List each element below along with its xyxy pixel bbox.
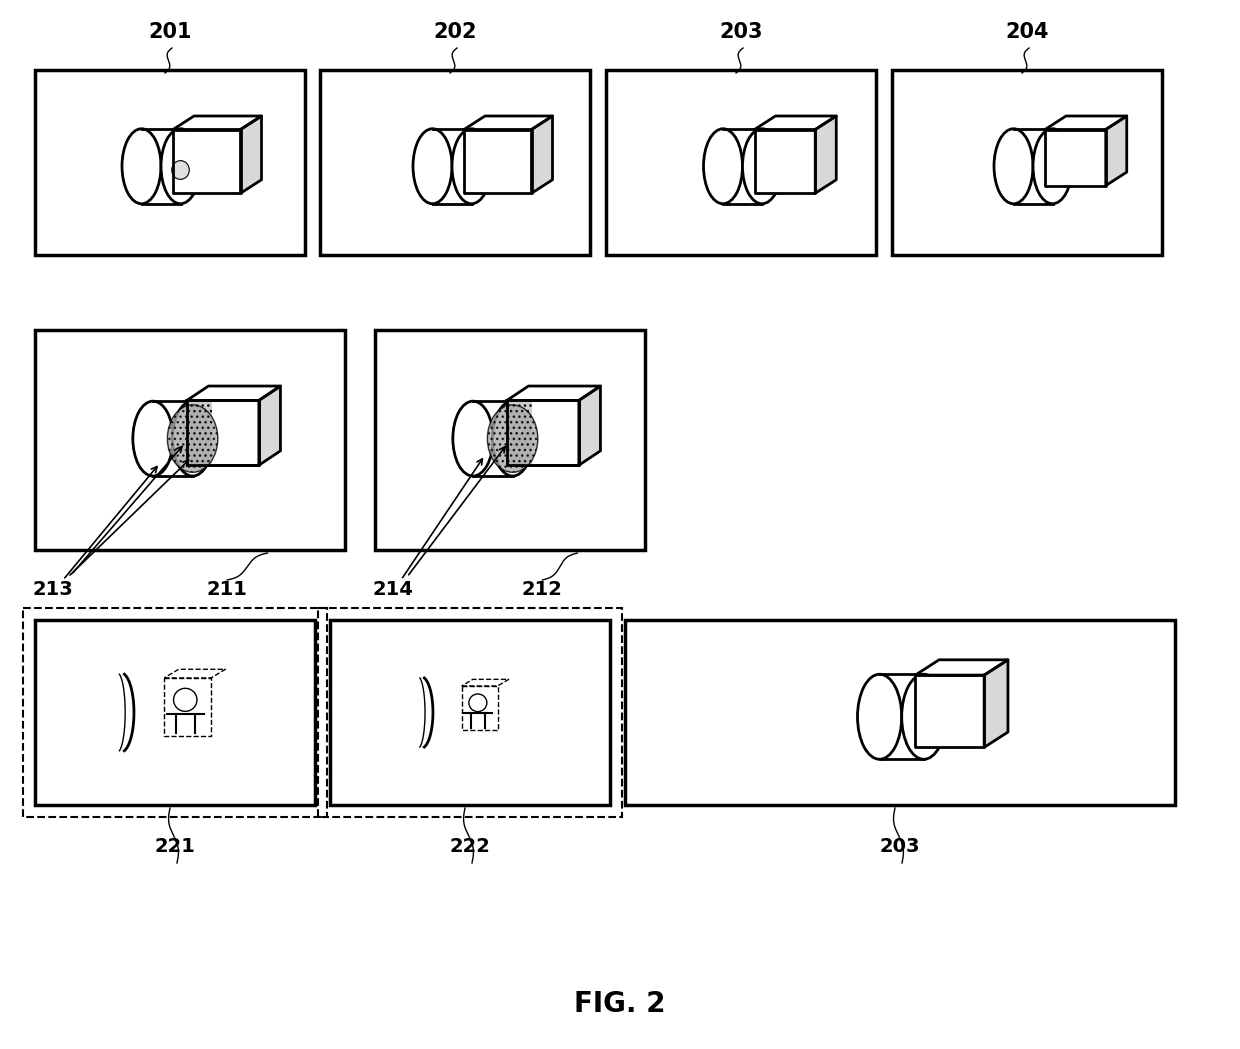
Polygon shape	[464, 129, 532, 193]
Polygon shape	[507, 401, 579, 466]
Text: 222: 222	[450, 837, 491, 856]
Polygon shape	[174, 116, 262, 129]
Text: 213: 213	[32, 580, 73, 599]
Polygon shape	[259, 386, 280, 466]
Polygon shape	[187, 401, 259, 466]
Ellipse shape	[1033, 129, 1073, 204]
Ellipse shape	[492, 401, 533, 476]
Polygon shape	[461, 686, 497, 730]
Ellipse shape	[171, 160, 190, 179]
Polygon shape	[187, 386, 280, 401]
Ellipse shape	[453, 129, 491, 204]
Text: 221: 221	[155, 837, 196, 856]
Polygon shape	[532, 116, 553, 193]
Polygon shape	[464, 116, 553, 129]
Polygon shape	[754, 129, 815, 193]
Bar	[507, 401, 532, 466]
Polygon shape	[915, 660, 1008, 676]
Polygon shape	[754, 116, 836, 129]
Ellipse shape	[487, 405, 538, 472]
Polygon shape	[241, 116, 262, 193]
Ellipse shape	[453, 401, 494, 476]
Ellipse shape	[167, 405, 218, 472]
Bar	[24, 608, 327, 817]
Polygon shape	[815, 116, 836, 193]
Text: 214: 214	[372, 580, 413, 599]
Text: 212: 212	[522, 580, 563, 599]
Polygon shape	[174, 129, 241, 193]
Polygon shape	[1106, 116, 1127, 186]
Bar	[35, 620, 315, 805]
Ellipse shape	[174, 688, 197, 711]
Bar	[625, 620, 1176, 805]
Ellipse shape	[469, 694, 487, 711]
Polygon shape	[1045, 129, 1106, 186]
Ellipse shape	[172, 401, 213, 476]
Text: FIG. 2: FIG. 2	[574, 990, 666, 1018]
Text: 204: 204	[1006, 22, 1049, 42]
Polygon shape	[1045, 116, 1127, 129]
Bar	[35, 330, 345, 550]
Text: 202: 202	[433, 22, 476, 42]
Bar	[606, 70, 875, 255]
Ellipse shape	[133, 401, 174, 476]
Polygon shape	[985, 660, 1008, 747]
Ellipse shape	[703, 129, 743, 204]
Bar	[892, 70, 1162, 255]
Ellipse shape	[413, 129, 453, 204]
Text: 211: 211	[207, 580, 248, 599]
Polygon shape	[579, 386, 600, 466]
Ellipse shape	[161, 129, 200, 204]
Bar	[187, 401, 212, 466]
Ellipse shape	[901, 675, 946, 759]
Ellipse shape	[858, 675, 901, 759]
Bar	[35, 70, 305, 255]
Bar	[374, 330, 645, 550]
Polygon shape	[915, 676, 985, 747]
Bar	[320, 70, 590, 255]
Polygon shape	[507, 386, 600, 401]
Ellipse shape	[994, 129, 1033, 204]
Polygon shape	[164, 678, 211, 735]
Bar	[330, 620, 610, 805]
Ellipse shape	[122, 129, 161, 204]
Text: 203: 203	[879, 837, 920, 856]
Text: 201: 201	[149, 22, 192, 42]
Ellipse shape	[743, 129, 781, 204]
Bar	[317, 608, 622, 817]
Text: 203: 203	[719, 22, 763, 42]
